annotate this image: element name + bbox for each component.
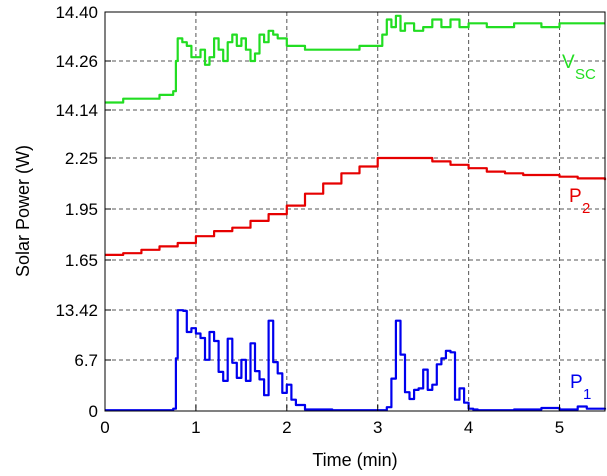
y-tick-label: 6.7 xyxy=(74,351,98,370)
y-tick-label: 0 xyxy=(89,402,98,421)
series-label: P xyxy=(570,372,583,393)
plot-frame xyxy=(104,11,606,412)
x-tick-label: 5 xyxy=(555,418,564,437)
series-label-subscript: 1 xyxy=(583,386,591,403)
series-label-subscript: 2 xyxy=(582,200,590,217)
plot-background xyxy=(105,12,605,411)
series-label: P xyxy=(569,186,582,207)
y-tick-label: 1.95 xyxy=(65,200,98,219)
x-tick-label: 2 xyxy=(282,418,291,437)
series-layer xyxy=(105,14,607,412)
y-tick-label: 13.42 xyxy=(55,301,98,320)
y-tick-label: 14.40 xyxy=(55,3,98,22)
y-tick-label: 1.65 xyxy=(65,251,98,270)
x-tick-label: 1 xyxy=(191,418,200,437)
series-label: V xyxy=(562,52,575,73)
series-line-1 xyxy=(105,156,607,256)
series-line-2 xyxy=(105,14,605,104)
y-tick-label: 2.25 xyxy=(65,149,98,168)
y-tick-label: 14.26 xyxy=(55,52,98,71)
series-label-subscript: SC xyxy=(575,66,596,83)
tick-layer: 0 1 2 3 4 5 0 6.7 13.42 1.65 1.95 2.25 14.14 14.26 14.… xyxy=(55,3,564,437)
x-tick-label: 3 xyxy=(373,418,382,437)
x-tick-label: 0 xyxy=(100,418,109,437)
y-axis-title: Solar Power (W) xyxy=(13,145,33,277)
series-line-0 xyxy=(105,309,607,412)
y-tick-label: 14.14 xyxy=(55,101,98,120)
grid-lines xyxy=(105,12,605,411)
x-tick-label: 4 xyxy=(464,418,473,437)
x-axis-title: Time (min) xyxy=(312,450,397,470)
